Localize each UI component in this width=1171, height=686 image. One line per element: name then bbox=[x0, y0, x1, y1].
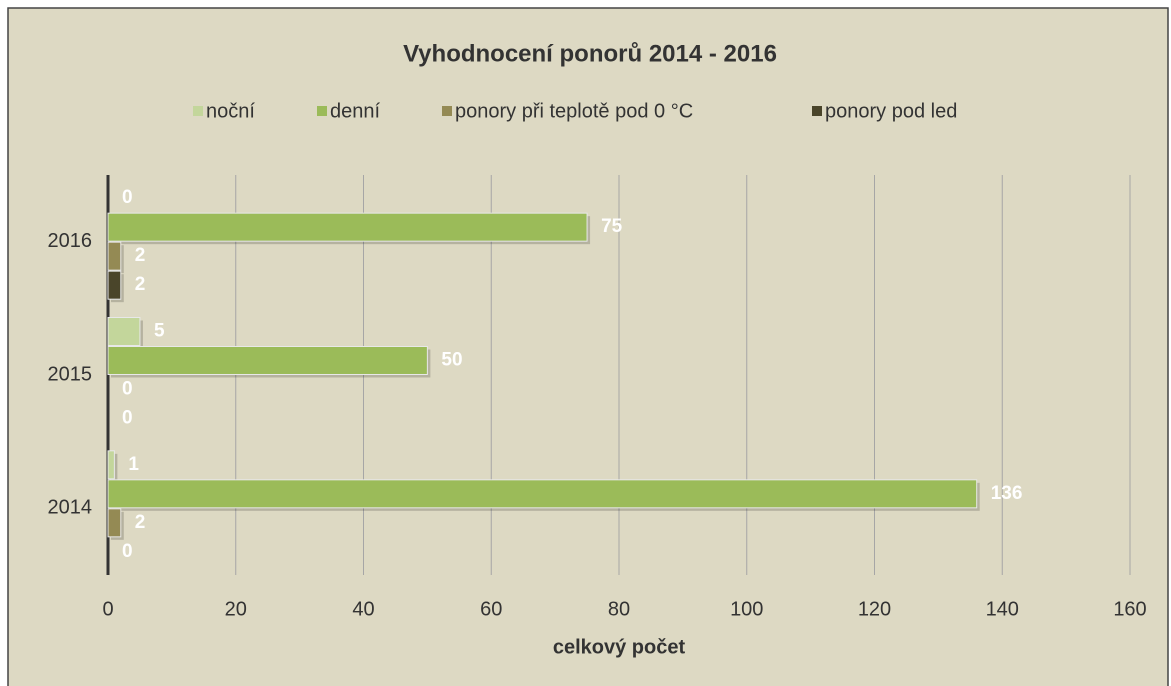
data-label: 0 bbox=[122, 541, 133, 562]
legend-label: denní bbox=[330, 100, 380, 122]
y-tick-label: 2015 bbox=[48, 363, 93, 385]
data-label: 0 bbox=[122, 379, 133, 400]
data-label: 0 bbox=[122, 187, 133, 208]
legend-swatch bbox=[193, 106, 203, 116]
data-label: 50 bbox=[441, 350, 462, 371]
x-tick-label: 100 bbox=[730, 598, 763, 620]
legend-swatch bbox=[812, 106, 822, 116]
bar bbox=[107, 212, 588, 242]
x-tick-label: 160 bbox=[1113, 598, 1146, 620]
data-label: 75 bbox=[601, 216, 623, 237]
bar bbox=[107, 508, 122, 538]
data-label: 2 bbox=[135, 274, 146, 295]
bar bbox=[107, 317, 141, 346]
chart-title: Vyhodnocení ponorů 2014 - 2016 bbox=[403, 40, 777, 67]
bar bbox=[107, 346, 428, 375]
data-label: 1 bbox=[128, 454, 139, 475]
legend-swatch bbox=[317, 106, 327, 116]
x-tick-label: 40 bbox=[352, 598, 374, 620]
data-label: 0 bbox=[122, 408, 133, 429]
bar bbox=[107, 479, 978, 509]
data-label: 136 bbox=[991, 483, 1023, 504]
x-tick-label: 20 bbox=[225, 598, 247, 620]
x-tick-label: 120 bbox=[858, 598, 891, 620]
bar bbox=[107, 270, 122, 300]
y-tick-label: 2016 bbox=[48, 230, 93, 252]
x-tick-label: 60 bbox=[480, 598, 502, 620]
bar bbox=[107, 450, 115, 480]
x-tick-label: 80 bbox=[608, 598, 630, 620]
legend-label: ponory při teplotě pod 0 °C bbox=[455, 100, 693, 122]
legend-swatch bbox=[442, 106, 452, 116]
x-axis-title: celkový počet bbox=[553, 636, 686, 658]
bar bbox=[107, 241, 122, 271]
y-tick-label: 2014 bbox=[48, 497, 93, 519]
legend-label: ponory pod led bbox=[825, 100, 957, 122]
legend-label: noční bbox=[206, 100, 255, 122]
data-label: 2 bbox=[135, 245, 146, 266]
x-tick-label: 140 bbox=[986, 598, 1019, 620]
x-tick-label: 0 bbox=[102, 598, 113, 620]
data-label: 2 bbox=[135, 512, 146, 533]
data-label: 5 bbox=[154, 321, 165, 342]
